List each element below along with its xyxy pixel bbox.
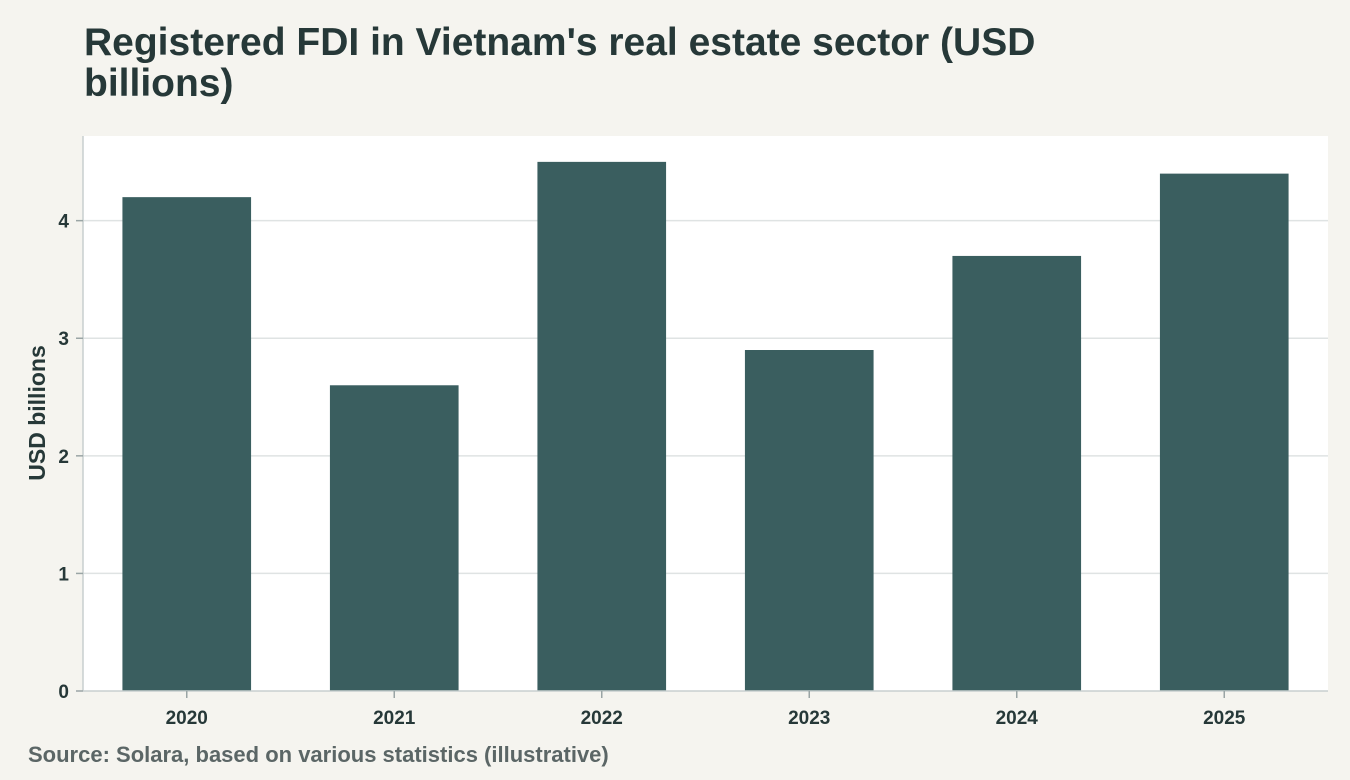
x-ticks: 2020 2021 2022 2023 2024 2025 xyxy=(166,691,1246,729)
bar-2024 xyxy=(952,255,1082,691)
x-tick-label: 2021 xyxy=(373,708,416,729)
x-tick-label: 2025 xyxy=(1203,708,1246,729)
y-ticks: 0 1 2 3 4 xyxy=(58,212,83,703)
bar-2022 xyxy=(537,161,667,691)
y-tick-label: 0 xyxy=(58,682,69,703)
bar-2025 xyxy=(1159,173,1289,691)
x-tick-label: 2022 xyxy=(581,708,623,729)
y-tick-label: 4 xyxy=(58,212,69,233)
x-tick-label: 2023 xyxy=(788,708,830,729)
grid-layer xyxy=(83,219,1328,575)
plot-area xyxy=(83,136,1328,691)
bar-2023 xyxy=(744,350,874,691)
y-tick-label: 3 xyxy=(58,329,69,350)
y-tick-label: 2 xyxy=(58,447,69,468)
y-axis-label: USD billions xyxy=(24,345,50,480)
source-note: Source: Solara, based on various statist… xyxy=(28,742,609,767)
x-tick-label: 2024 xyxy=(996,708,1039,729)
bar-2021 xyxy=(329,385,459,691)
bars-layer xyxy=(122,161,1289,691)
bar-2020 xyxy=(122,197,252,691)
chart-title: Registered FDI in Vietnam's real estate … xyxy=(84,21,1036,105)
y-tick-label: 1 xyxy=(58,564,69,585)
x-tick-label: 2020 xyxy=(166,708,208,729)
